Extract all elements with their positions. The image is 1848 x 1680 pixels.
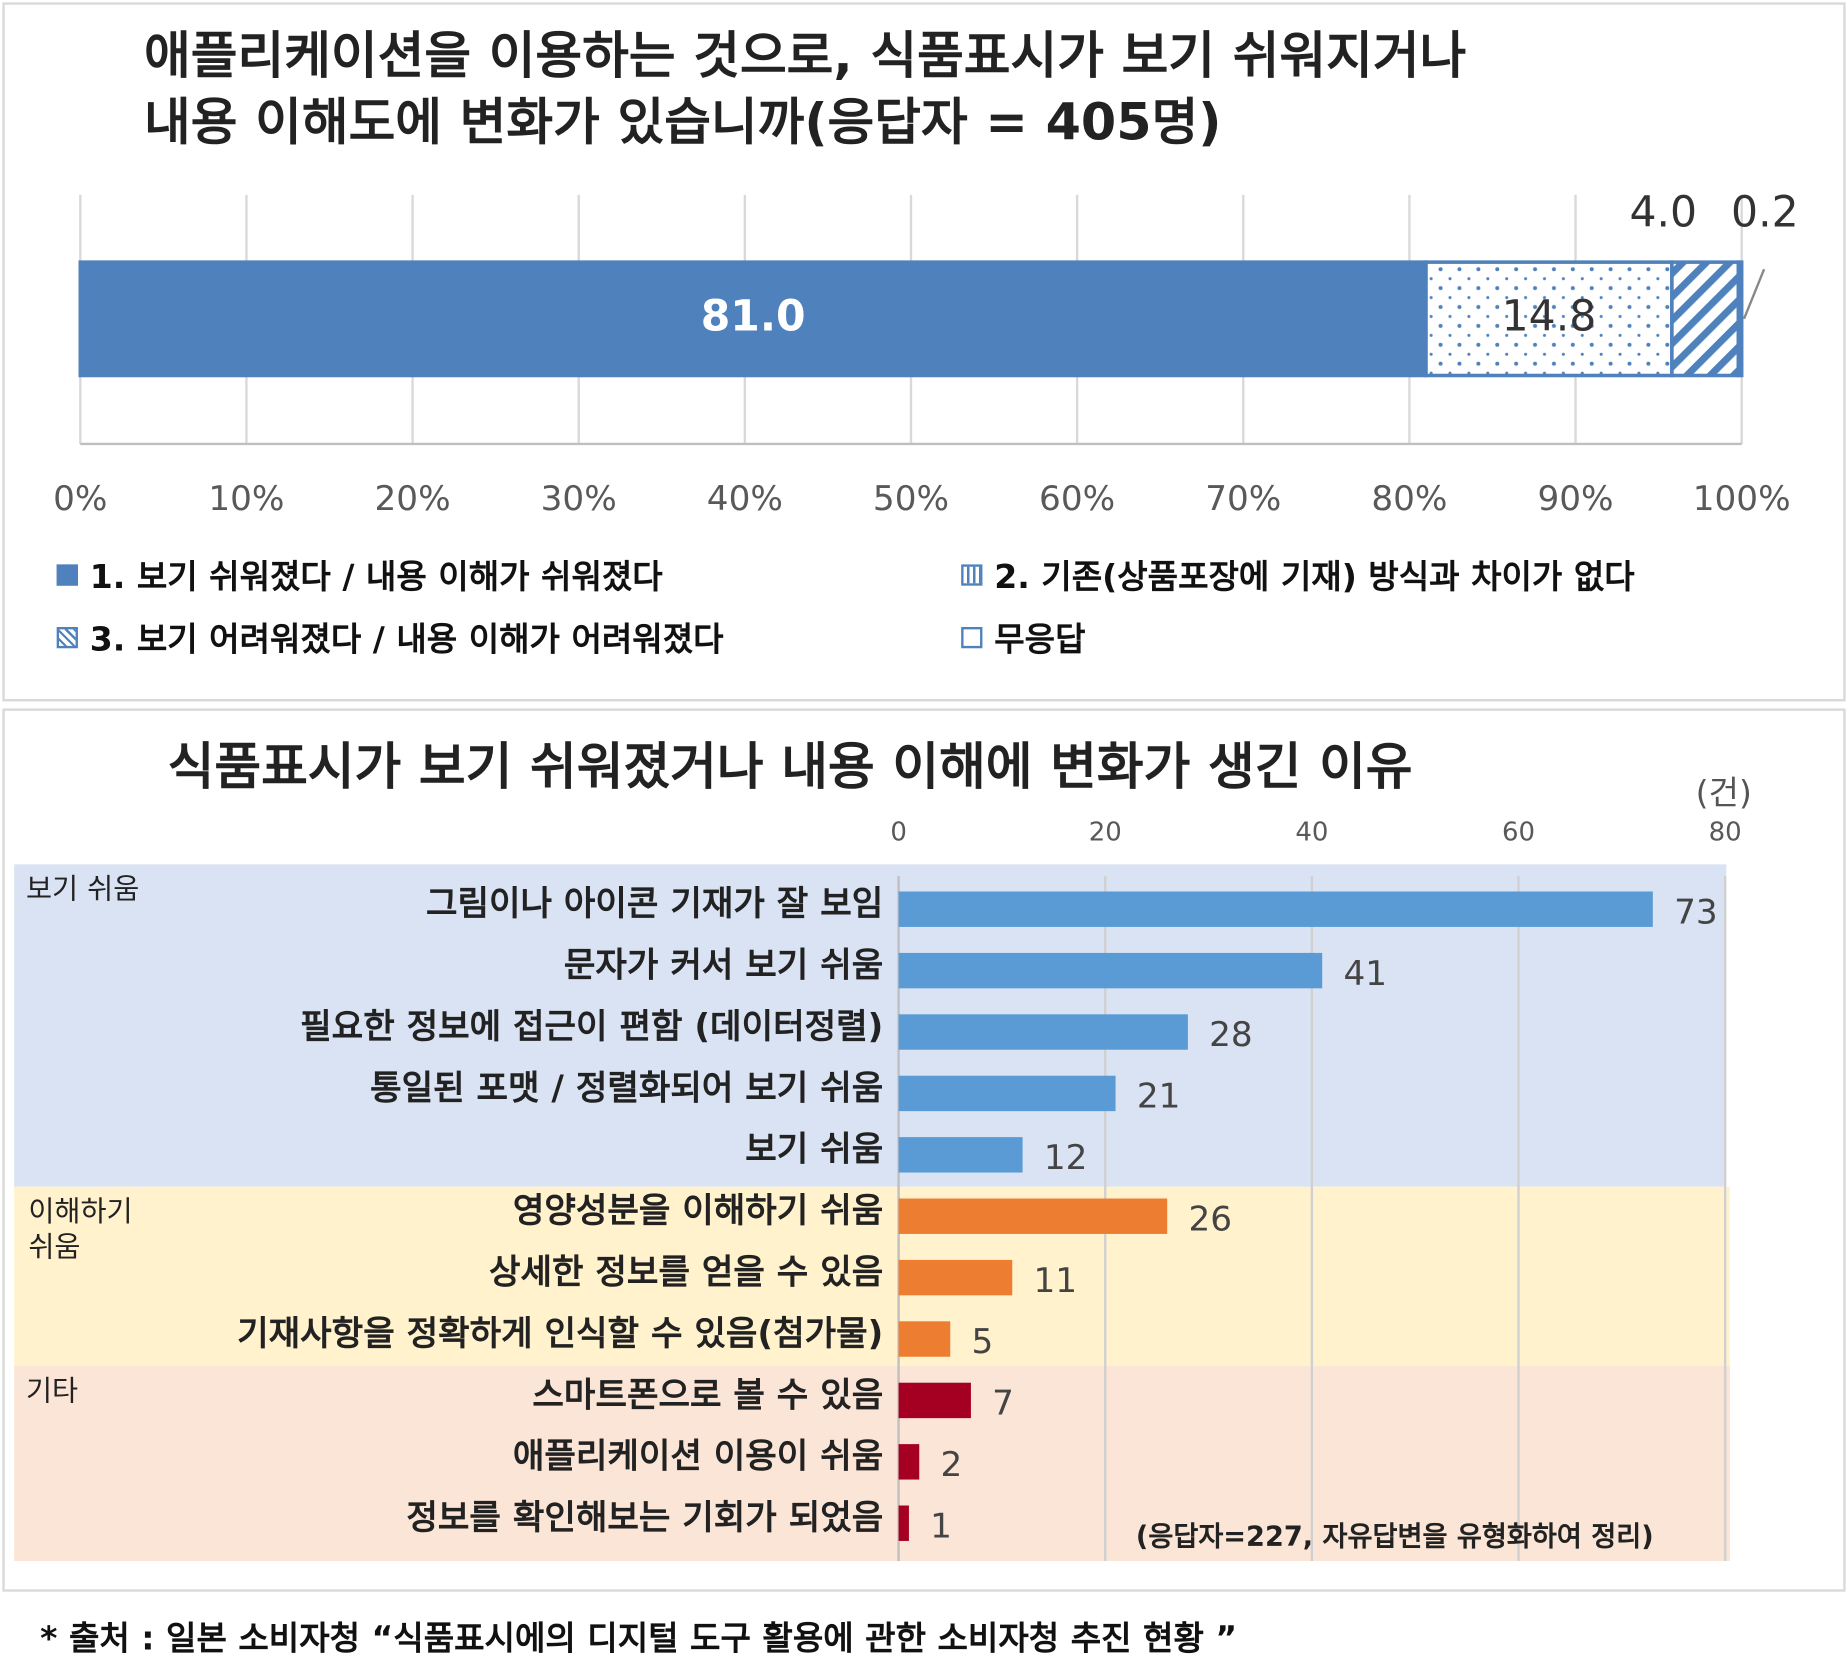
bar (898, 1259, 1013, 1296)
bar-segment-4 (1736, 260, 1744, 378)
group-label: 보기 쉬움 (26, 871, 139, 906)
legend-label: 3. 보기 어려워졌다 / 내용 이해가 어려워졌다 (89, 619, 724, 659)
reason-bar-plot (897, 876, 1727, 1562)
bar (898, 1444, 920, 1480)
value-label: 2 (940, 1444, 963, 1485)
x-tick-label: 80% (1371, 478, 1448, 519)
group-label-line: 이해하기 (28, 1194, 133, 1229)
category-label: 그림이나 아이콘 기재가 잘 보임 (425, 883, 884, 924)
category-label: 정보를 확인해보는 기회가 되었음 (406, 1497, 884, 1538)
value-label: 73 (1674, 891, 1718, 932)
x-tick-label: 50% (872, 478, 950, 519)
value-label: 21 (1136, 1075, 1181, 1116)
source-caption: * 출처 : 일본 소비자청 “식품표시에의 디지털 도구 활용에 관한 소비자… (40, 1618, 1238, 1658)
top-chart-title: 애플리케이션을 이용하는 것으로, 식품표시가 보기 쉬워지거나 내용 이해도에… (144, 24, 1466, 156)
category-label: 상세한 정보를 얻을 수 있음 (488, 1251, 884, 1292)
bottom-chart-title: 식품표시가 보기 쉬워졌거나 내용 이해에 변화가 생긴 이유 (167, 738, 1413, 798)
category-label: 통일된 포맷 / 정렬화되어 보기 쉬움 (370, 1067, 884, 1108)
group-label-line: 쉬움 (28, 1230, 81, 1264)
bar (898, 1505, 909, 1541)
note-text: (응답자=227, 자유답변을 유형화하여 정리) (1135, 1522, 1654, 1553)
value-label: 5 (971, 1321, 994, 1362)
unit-label: (건) (1695, 773, 1752, 813)
legend-item-1: 1. 보기 쉬워졌다 / 내용 이해가 쉬워졌다 (56, 551, 663, 598)
group-label-line: 보기 쉬움 (25, 872, 140, 906)
legend-label: 2. 기존(상품포장에 기재) 방식과 차이가 없다 (994, 557, 1635, 597)
value-label: 28 (1209, 1014, 1253, 1055)
title-line-1: 애플리케이션을 이용하는 것으로, 식품표시가 보기 쉬워지거나 (144, 27, 1467, 87)
group-label-line: 기타 (25, 1374, 79, 1408)
group-background-3 (14, 1366, 1730, 1562)
bar (898, 1075, 1116, 1112)
stacked-bar-plot (78, 194, 1766, 446)
data-label-3: 4.0 (1629, 188, 1698, 238)
value-label: 41 (1343, 952, 1388, 994)
x-tick-label: 40% (706, 478, 783, 519)
x-tick-label: 0 (890, 818, 907, 848)
legend-swatch (961, 564, 983, 586)
value-label: 7 (992, 1382, 1014, 1423)
legend-label: 무응답 (994, 619, 1086, 659)
legend-item-2: 2. 기존(상품포장에 기재) 방식과 차이가 없다 (961, 551, 1635, 598)
value-label: 1 (930, 1505, 952, 1546)
bar (898, 1321, 951, 1357)
category-label: 문자가 커서 보기 쉬움 (563, 944, 884, 985)
x-tick-label: 30% (540, 478, 617, 519)
value-label: 12 (1043, 1137, 1088, 1178)
leader-line (1742, 268, 1766, 320)
legend-swatch (961, 627, 983, 649)
bar-segment-1 (78, 260, 1428, 378)
x-tick-label: 20% (374, 478, 451, 519)
category-label: 필요한 정보에 접근이 편함 (데이터정렬) (300, 1006, 884, 1047)
x-tick-label: 40 (1295, 818, 1329, 848)
bar (898, 1198, 1168, 1234)
x-tick-label: 60 (1501, 818, 1536, 848)
legend-swatch (56, 627, 78, 649)
x-tick-label: 0% (53, 478, 108, 519)
group-label: 기타 (26, 1373, 78, 1408)
group-label: 이해하기 쉬움 (28, 1194, 132, 1265)
data-label-4: 0.2 (1731, 188, 1799, 238)
legend-swatch (56, 564, 78, 586)
bar (898, 1382, 971, 1419)
value-label: 11 (1033, 1259, 1078, 1301)
x-tick-label: 70% (1205, 478, 1282, 519)
legend-item-3: 3. 보기 어려워졌다 / 내용 이해가 어려워졌다 (56, 614, 724, 661)
bar (898, 952, 1323, 989)
value-label: 26 (1188, 1198, 1233, 1239)
x-tick-label: 100% (1692, 478, 1791, 519)
group-background-2 (14, 1186, 1730, 1367)
category-label: 애플리케이션 이용이 쉬움 (512, 1435, 884, 1476)
bar (898, 1137, 1023, 1173)
title-line-2: 내용 이해도에 변화가 있습니까(응답자 = 405명) (144, 93, 1222, 153)
bar (898, 1014, 1188, 1050)
x-tick-label: 60% (1039, 478, 1116, 519)
category-label: 보기 쉬움 (745, 1128, 884, 1169)
x-tick-label: 10% (208, 478, 285, 519)
legend-item-4: 무응답 (961, 614, 1085, 661)
x-tick-label: 80 (1708, 818, 1742, 848)
legend-label: 1. 보기 쉬워졌다 / 내용 이해가 쉬워졌다 (89, 557, 663, 597)
category-label: 기재사항을 정확하게 인식할 수 있음(첨가물) (237, 1313, 884, 1354)
bar-segment-3 (1670, 260, 1741, 378)
data-label-1: 81.0 (700, 292, 806, 342)
category-label: 영양성분을 이해하기 쉬움 (512, 1190, 884, 1231)
category-label: 스마트폰으로 볼 수 있음 (532, 1374, 884, 1415)
bar (898, 891, 1653, 927)
x-tick-label: 90% (1537, 478, 1614, 519)
x-tick-label: 20 (1088, 818, 1122, 848)
data-label-2: 14.8 (1501, 292, 1597, 342)
